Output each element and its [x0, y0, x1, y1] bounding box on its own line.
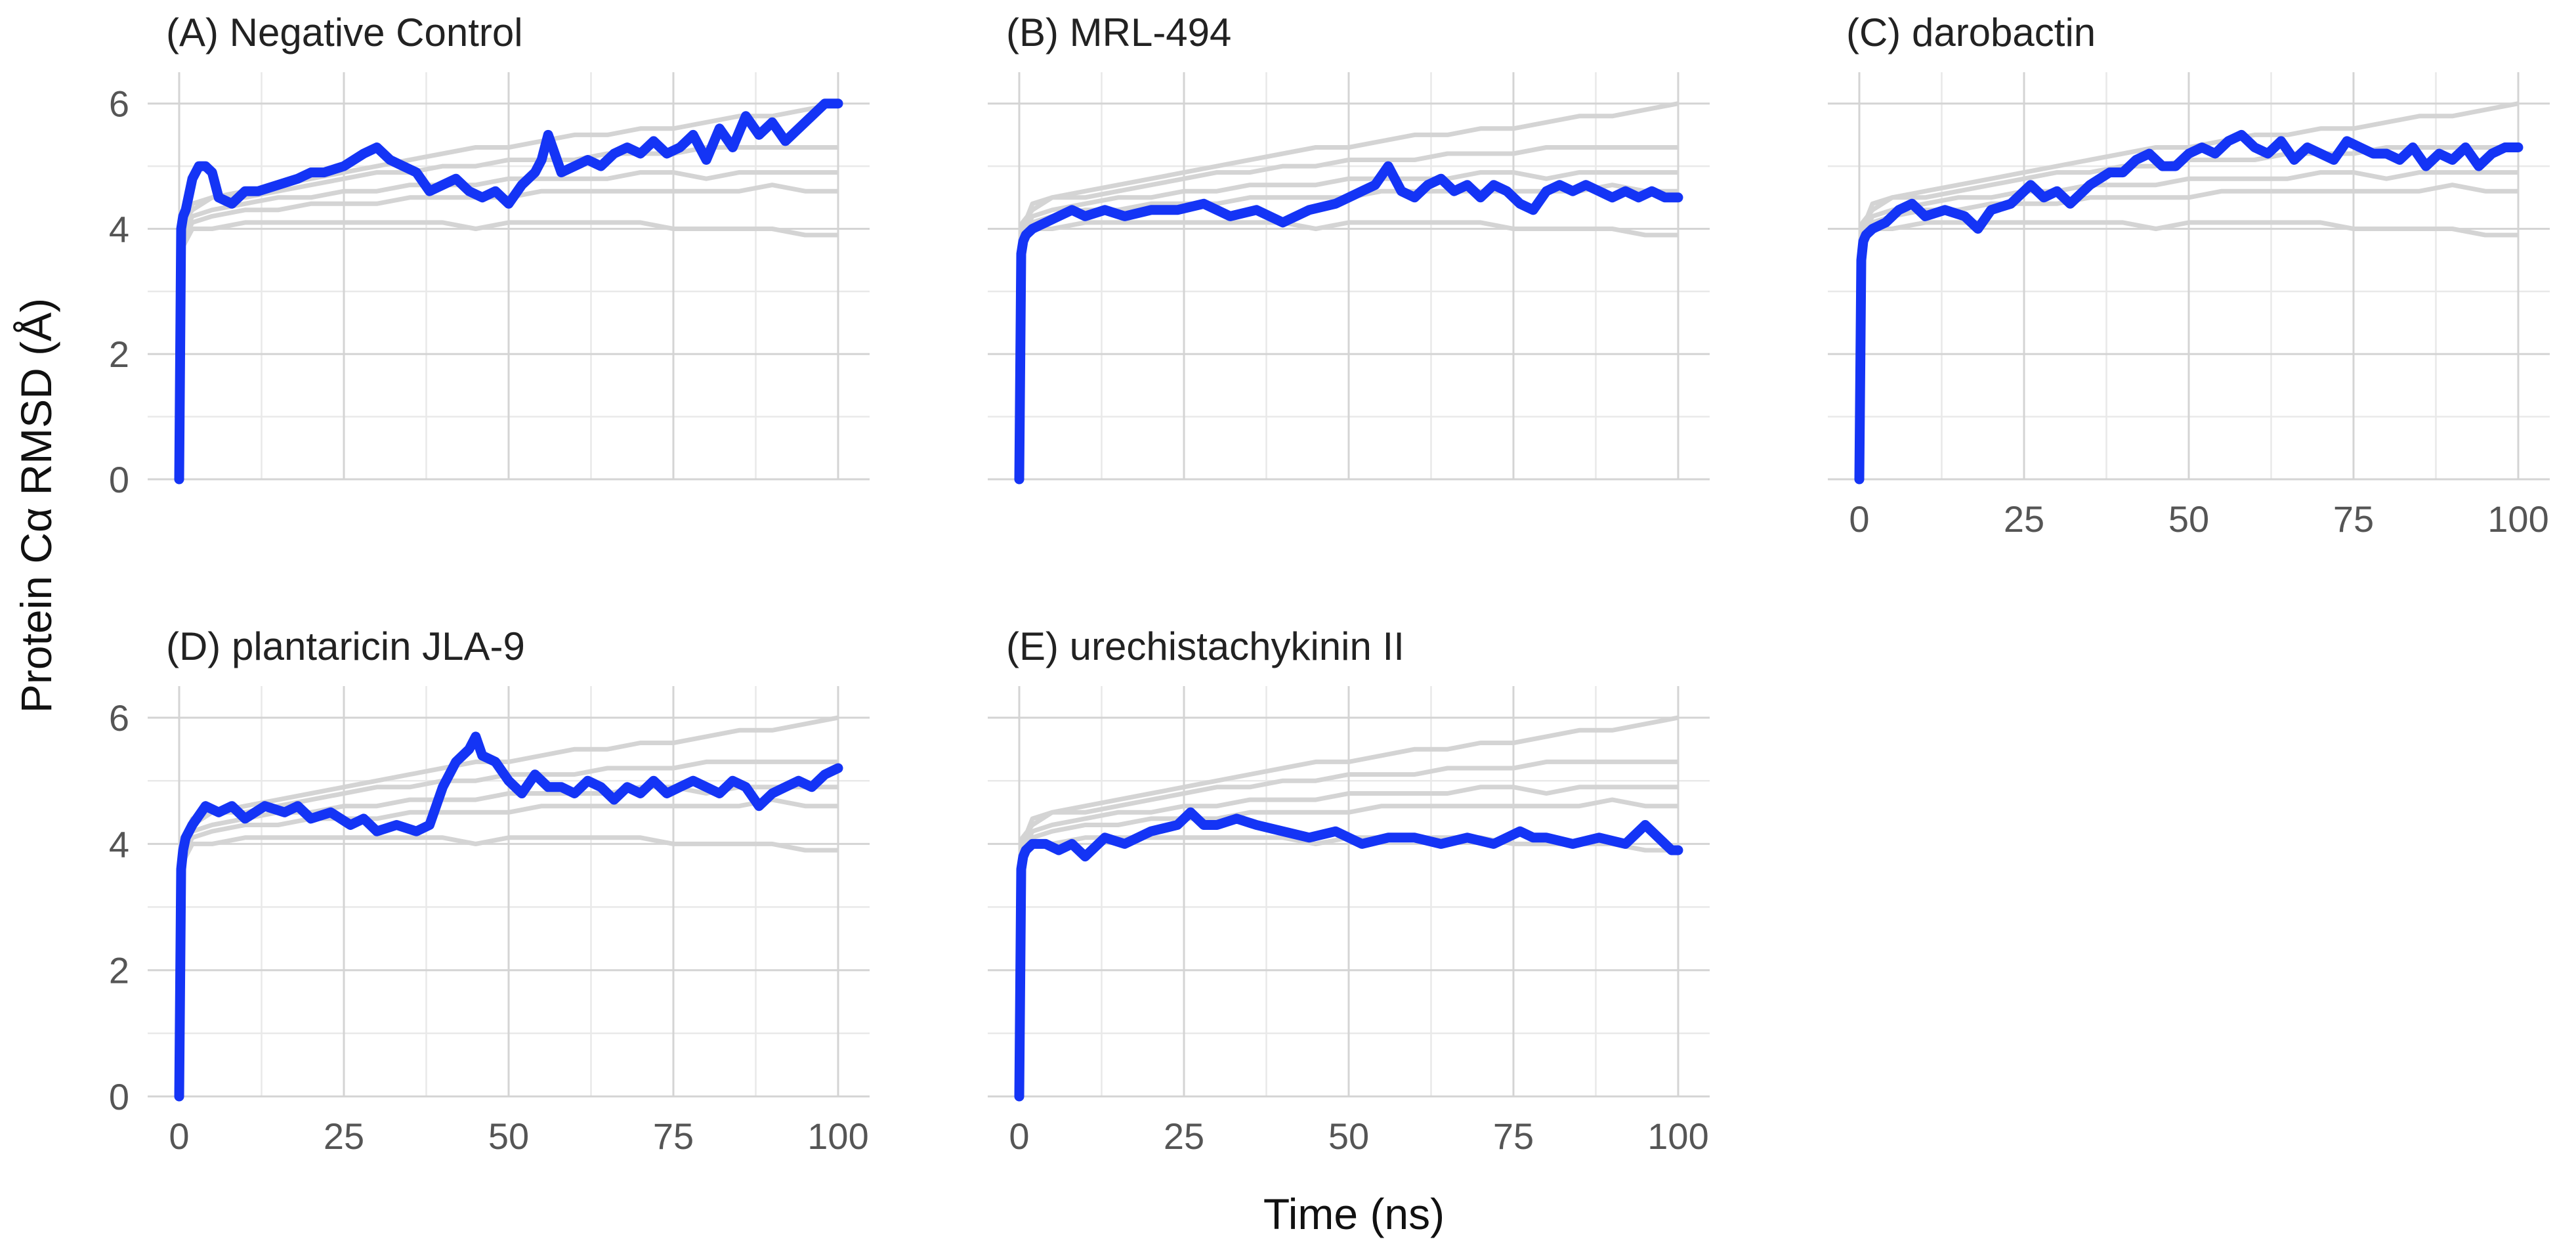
y-tick-label: 6 — [109, 697, 129, 739]
x-tick-label: 0 — [1849, 498, 1869, 540]
panel-a: (A) Negative Control 0 2 4 6 — [109, 11, 870, 500]
background-series-line — [1857, 101, 2519, 480]
y-tick-label: 4 — [109, 823, 129, 865]
panel-title: (C) darobactin — [1846, 11, 2096, 54]
x-tick-label: 25 — [1164, 1115, 1204, 1157]
x-tick-label: 75 — [653, 1115, 694, 1157]
background-series-line — [1017, 145, 1678, 480]
panel-title: (D) plantaricin JLA-9 — [166, 624, 525, 668]
y-axis-label: Protein Cα RMSD (Å) — [12, 298, 60, 713]
panel-b: (B) MRL-494 — [988, 11, 1710, 485]
highlight-series-line — [174, 98, 843, 485]
background-series-line — [1017, 797, 1678, 1097]
x-tick-label: 75 — [2333, 498, 2374, 540]
y-tick-label: 0 — [109, 459, 129, 500]
x-tick-label: 50 — [488, 1115, 529, 1157]
x-tick-label: 25 — [2004, 498, 2044, 540]
background-series-line — [177, 220, 838, 480]
background-series-line — [1017, 759, 1678, 1097]
x-tick-label: 0 — [1009, 1115, 1029, 1157]
x-tick-label: 50 — [1328, 1115, 1369, 1157]
highlight-series-line — [174, 731, 843, 1102]
y-tick-label: 6 — [109, 83, 129, 125]
y-tick-label: 2 — [109, 950, 129, 991]
y-tick-label: 4 — [109, 208, 129, 249]
y-tick-label: 2 — [109, 334, 129, 375]
panel-title: (A) Negative Control — [166, 11, 523, 54]
panel-title: (B) MRL-494 — [1006, 11, 1231, 54]
background-series-line — [1017, 715, 1679, 1097]
panel-d: (D) plantaricin JLA-9 0 2 4 6 0 25 50 75 100 — [109, 624, 870, 1157]
x-tick-label: 100 — [807, 1115, 868, 1157]
x-axis-label: Time (ns) — [1263, 1190, 1445, 1238]
highlight-series-line — [1854, 129, 2523, 485]
x-tick-label: 50 — [2168, 498, 2209, 540]
background-series-line — [177, 835, 838, 1097]
panel-e: (E) urechistachykinin II 0 25 50 75 100 — [988, 624, 1710, 1157]
x-tick-label: 100 — [1647, 1115, 1708, 1157]
x-tick-label: 0 — [169, 1115, 189, 1157]
background-series-line — [1017, 101, 1679, 480]
panel-grid: (A) Negative Control 0 2 4 6 (B) MRL-494 (C) d… — [109, 11, 2550, 1157]
x-tick-label: 75 — [1493, 1115, 1534, 1157]
background-series-line — [177, 101, 839, 480]
y-tick-label: 0 — [109, 1076, 129, 1117]
background-series-line — [1017, 220, 1678, 480]
panel-title: (E) urechistachykinin II — [1006, 624, 1404, 668]
panel-c: (C) darobactin 0 25 50 75 100 — [1828, 11, 2550, 540]
highlight-series-line — [1014, 161, 1683, 485]
background-series-line — [177, 797, 838, 1097]
background-series-line — [1857, 220, 2518, 480]
x-tick-label: 25 — [324, 1115, 364, 1157]
highlight-series-line — [1014, 807, 1683, 1102]
x-tick-label: 100 — [2487, 498, 2548, 540]
background-series-line — [1017, 785, 1678, 1097]
